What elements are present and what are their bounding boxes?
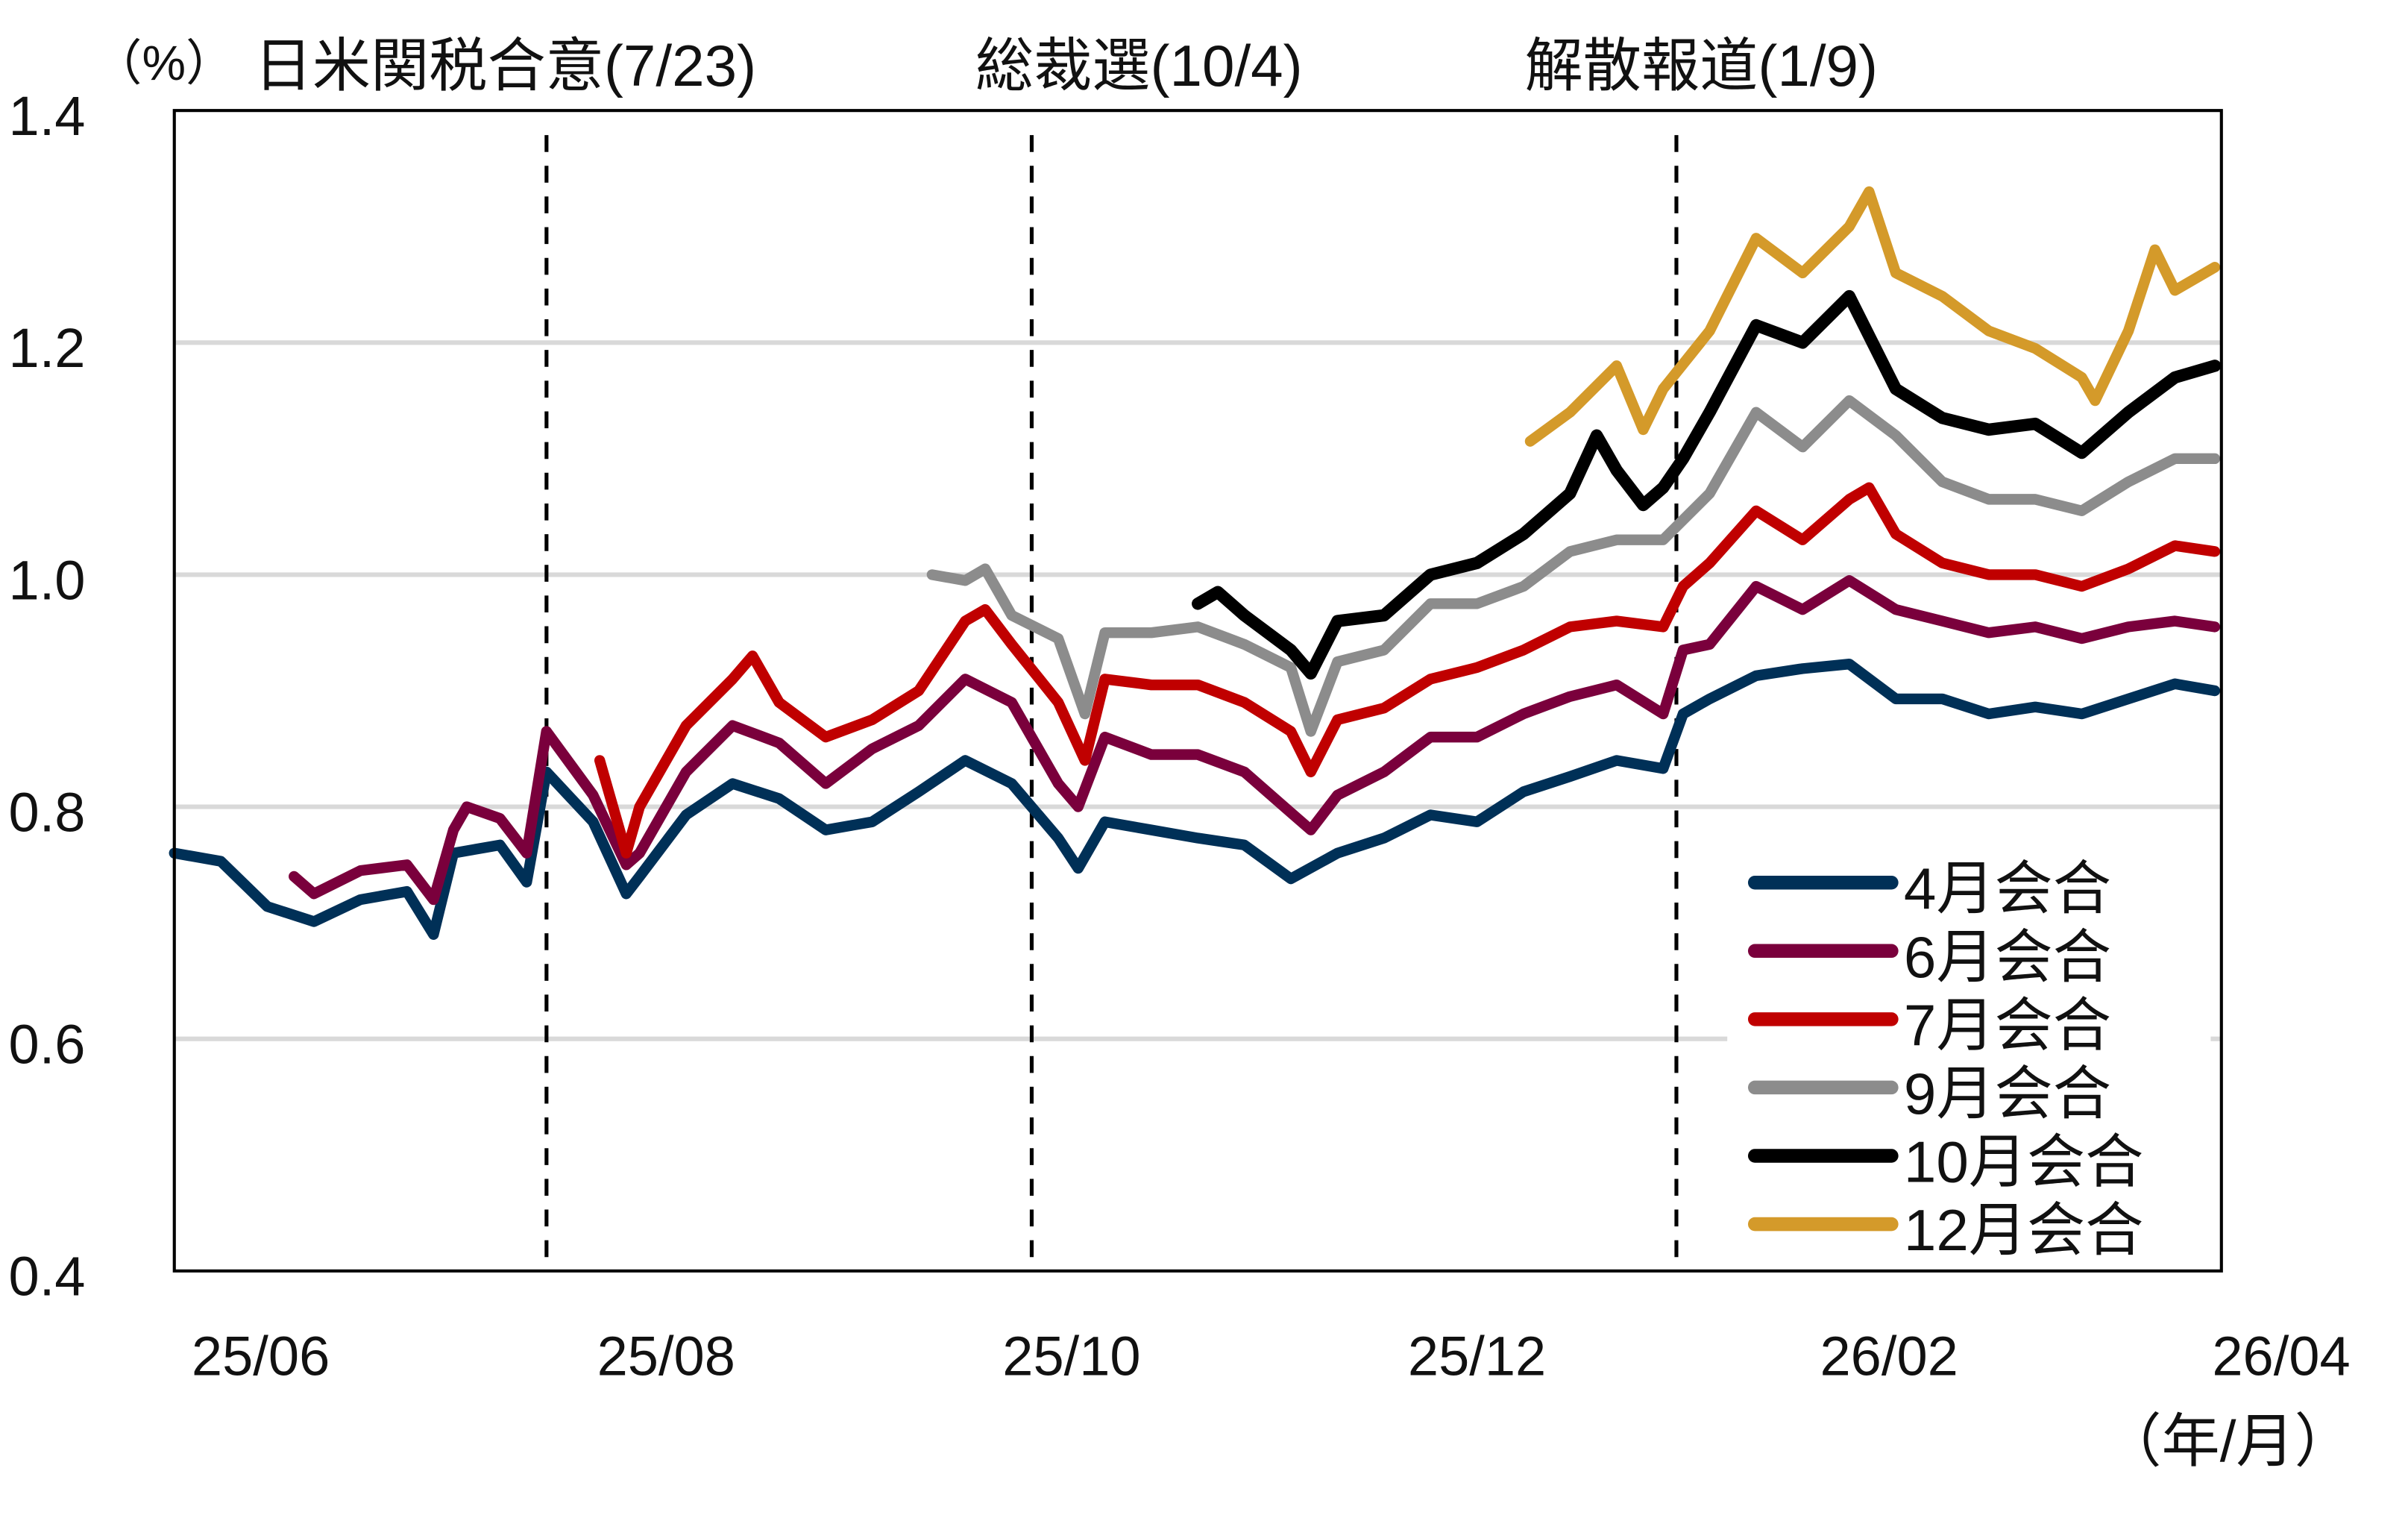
series-lines — [169, 186, 2222, 940]
series-line — [1192, 289, 2222, 680]
y-tick-labels: 0.4 0.6 0.8 1.0 1.2 1.4 — [9, 85, 86, 1308]
legend-label: 12月会合 — [1904, 1197, 2144, 1263]
event-label: 総裁選(10/4) — [975, 33, 1303, 98]
event-label: 解散報道(1/9) — [1525, 33, 1879, 98]
x-axis-unit-label: （年/月） — [2103, 1408, 2352, 1474]
legend-label: 4月会合 — [1904, 856, 2111, 921]
y-tick-label: 1.4 — [9, 85, 86, 147]
legend-label: 9月会合 — [1904, 1061, 2111, 1126]
legend-background — [1727, 844, 2211, 1259]
event-lines: 日米関税合意(7/23) 総裁選(10/4) 解散報道(1/9) — [254, 33, 1879, 1259]
series-line — [594, 482, 2221, 859]
plot-area-border — [172, 109, 2223, 1273]
series-line — [289, 575, 2221, 906]
x-tick-label: 26/02 — [1820, 1326, 1958, 1387]
series-line — [169, 658, 2221, 940]
y-tick-label: 1.0 — [9, 549, 86, 611]
event-label: 日米関税合意(7/23) — [254, 33, 756, 98]
series-line — [926, 395, 2221, 737]
x-tick-labels: 25/06 25/08 25/10 25/12 26/02 26/04 — [192, 1326, 2351, 1387]
series-line — [1524, 186, 2221, 447]
y-tick-label: 0.6 — [9, 1014, 86, 1076]
x-tick-label: 25/10 — [1002, 1326, 1140, 1387]
y-tick-label: 0.4 — [9, 1246, 86, 1308]
x-tick-label: 25/08 — [597, 1326, 735, 1387]
y-axis-unit-label: （%） — [93, 35, 235, 90]
legend-label: 6月会合 — [1904, 924, 2111, 990]
y-tick-label: 0.8 — [9, 781, 86, 843]
y-tick-label: 1.2 — [9, 317, 86, 379]
x-tick-label: 26/04 — [2212, 1326, 2350, 1387]
legend-label: 7月会合 — [1904, 992, 2111, 1058]
legend-label: 10月会合 — [1904, 1129, 2144, 1194]
x-tick-label: 25/12 — [1408, 1326, 1546, 1387]
x-tick-label: 25/06 — [192, 1326, 330, 1387]
